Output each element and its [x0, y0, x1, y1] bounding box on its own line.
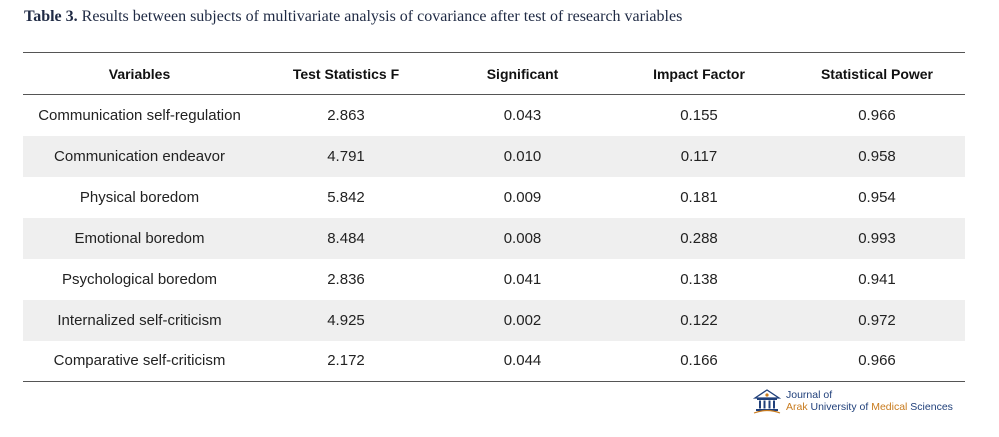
table-row: Emotional boredom 8.484 0.008 0.288 0.99…: [23, 217, 965, 259]
journal-name: Journal of Arak University of Medical Sc…: [786, 389, 953, 413]
table-row: Communication endeavor 4.791 0.010 0.117…: [23, 135, 965, 177]
cell-power: 0.954: [858, 188, 896, 206]
cell-power: 0.941: [858, 270, 896, 288]
cell-significant: 0.043: [503, 106, 542, 124]
cell-variable: Psychological boredom: [61, 270, 218, 288]
table-caption-label: Table 3.: [24, 8, 78, 25]
cell-f: 5.842: [327, 188, 365, 206]
cell-variable: Physical boredom: [79, 188, 200, 206]
cell-f: 4.791: [256, 135, 436, 177]
cell-variable: Comparative self-criticism: [23, 340, 256, 382]
journal-name-line1: Journal of: [786, 389, 833, 401]
header-statistical-power: Statistical Power: [789, 52, 965, 95]
cell-impact: 0.288: [609, 217, 789, 259]
cell-impact: 0.122: [609, 299, 789, 341]
cell-variable: Internalized self-criticism: [23, 299, 256, 341]
cell-impact: 0.138: [680, 270, 718, 288]
table-caption-text: Results between subjects of multivariate…: [81, 8, 683, 25]
table-row: Internalized self-criticism 4.925 0.002 …: [23, 299, 965, 341]
results-table-container: Variables Test Statistics F Significant …: [23, 52, 965, 382]
header-variables: Variables: [23, 52, 256, 95]
cell-significant: 0.002: [436, 299, 609, 341]
cell-impact: 0.181: [680, 188, 718, 206]
cell-significant: 0.041: [503, 270, 542, 288]
journal-name-line2: Arak University of Medical Sciences: [786, 401, 953, 413]
cell-significant: 0.010: [436, 135, 609, 177]
cell-power: 0.966: [858, 106, 896, 124]
cell-f: 4.925: [256, 299, 436, 341]
journal-logo: Journal of Arak University of Medical Sc…: [752, 388, 953, 414]
table-row: Psychological boredom 2.836 0.041 0.138 …: [23, 259, 965, 300]
cell-f: 8.484: [256, 217, 436, 259]
cell-impact: 0.155: [680, 106, 718, 124]
header-impact-factor: Impact Factor: [609, 52, 789, 95]
cell-significant: 0.009: [503, 188, 542, 206]
cell-power: 0.966: [789, 340, 965, 382]
table-row: Physical boredom 5.842 0.009 0.181 0.954: [23, 177, 965, 218]
cell-f: 2.836: [327, 270, 365, 288]
cell-power: 0.993: [789, 217, 965, 259]
cell-variable: Communication self-regulation: [38, 106, 241, 124]
header-test-statistics-f: Test Statistics F: [256, 52, 436, 95]
cell-variable: Emotional boredom: [23, 217, 256, 259]
cell-impact: 0.117: [609, 135, 789, 177]
cell-impact: 0.166: [609, 340, 789, 382]
table-row: Comparative self-criticism 2.172 0.044 0…: [23, 340, 965, 382]
cell-power: 0.972: [789, 299, 965, 341]
journal-name-university: University of: [807, 401, 872, 413]
cell-f: 2.863: [327, 106, 365, 124]
table-header-row: Variables Test Statistics F Significant …: [23, 52, 965, 95]
journal-name-sciences: Sciences: [907, 401, 953, 413]
table-row: Communication self-regulation 2.863 0.04…: [23, 95, 965, 136]
cell-significant: 0.044: [436, 340, 609, 382]
journal-name-arak: Arak: [786, 401, 808, 413]
table-caption: Table 3. Results between subjects of mul…: [24, 8, 682, 26]
results-table: Variables Test Statistics F Significant …: [23, 52, 965, 382]
university-emblem-icon: [752, 389, 782, 414]
cell-power: 0.958: [789, 135, 965, 177]
cell-variable: Communication endeavor: [23, 135, 256, 177]
cell-significant: 0.008: [436, 217, 609, 259]
header-significant: Significant: [436, 52, 609, 95]
cell-f: 2.172: [256, 340, 436, 382]
journal-name-medical: Medical: [871, 401, 908, 413]
